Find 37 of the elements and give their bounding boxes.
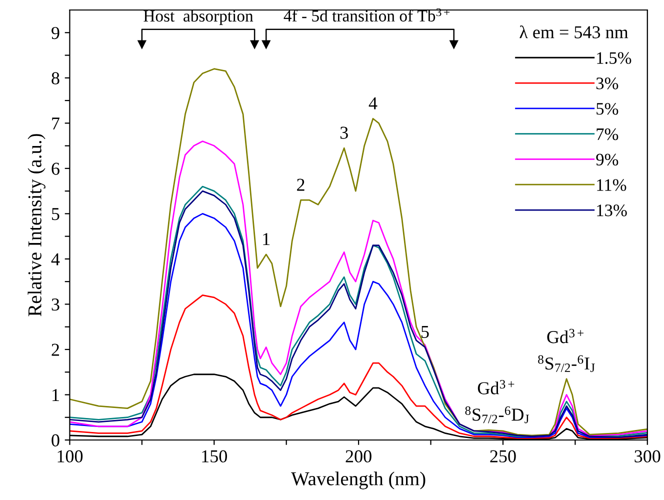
- y-tick-label: 8: [52, 72, 60, 84]
- y-tick-label: 5: [52, 208, 60, 220]
- x-axis-title: Wavelength (nm): [291, 472, 426, 490]
- y-tick-label: 1: [52, 389, 59, 401]
- legend-label: 11%: [597, 179, 626, 191]
- x-tick-label: 150: [202, 450, 227, 462]
- annotation: 1: [263, 233, 270, 246]
- annotation: 3: [340, 126, 348, 139]
- y-tick-label: 7: [52, 118, 60, 130]
- annotation: Gd$^{3+}$: [547, 328, 584, 344]
- annotation: 4: [368, 97, 378, 110]
- annotation: 2: [297, 178, 304, 191]
- line-series: [70, 68, 648, 436]
- annotation: Host absorption: [144, 10, 254, 26]
- x-tick-label: 100: [58, 450, 83, 462]
- legend-label: 9%: [596, 154, 618, 166]
- y-tick-label: 3: [52, 298, 60, 311]
- y-tick-label: 6: [52, 162, 60, 175]
- x-tick-label: 200: [346, 450, 372, 462]
- y-tick-label: 0: [52, 434, 60, 446]
- annotation: Gd$^{3+}$: [478, 380, 514, 394]
- annotation: 5: [422, 326, 429, 338]
- y-tick-label: 4: [51, 253, 60, 266]
- y-tick-label: 9: [52, 26, 60, 40]
- annotation: $^{8}$S$_{7/2}$-$^{6}$D$_{J}$: [465, 406, 529, 424]
- legend-label: 1.5%: [597, 52, 632, 64]
- x-tick-label: 300: [634, 450, 660, 462]
- x-tick-label: 250: [490, 450, 516, 462]
- y-axis-title: Relative Intensity (a.u.): [28, 134, 46, 316]
- legend-label: 13%: [597, 204, 627, 216]
- legend-title: λ em = 543 nm: [520, 25, 628, 38]
- line-series: [70, 140, 648, 438]
- y-tick-label: 2: [52, 344, 59, 356]
- legend-label: 3%: [596, 78, 618, 90]
- annotation: $^{8}$S$_{7/2}$-$^{6}$I$_{J}$: [538, 355, 595, 372]
- legend-label: 5%: [596, 102, 618, 115]
- legend-label: 7%: [596, 128, 618, 140]
